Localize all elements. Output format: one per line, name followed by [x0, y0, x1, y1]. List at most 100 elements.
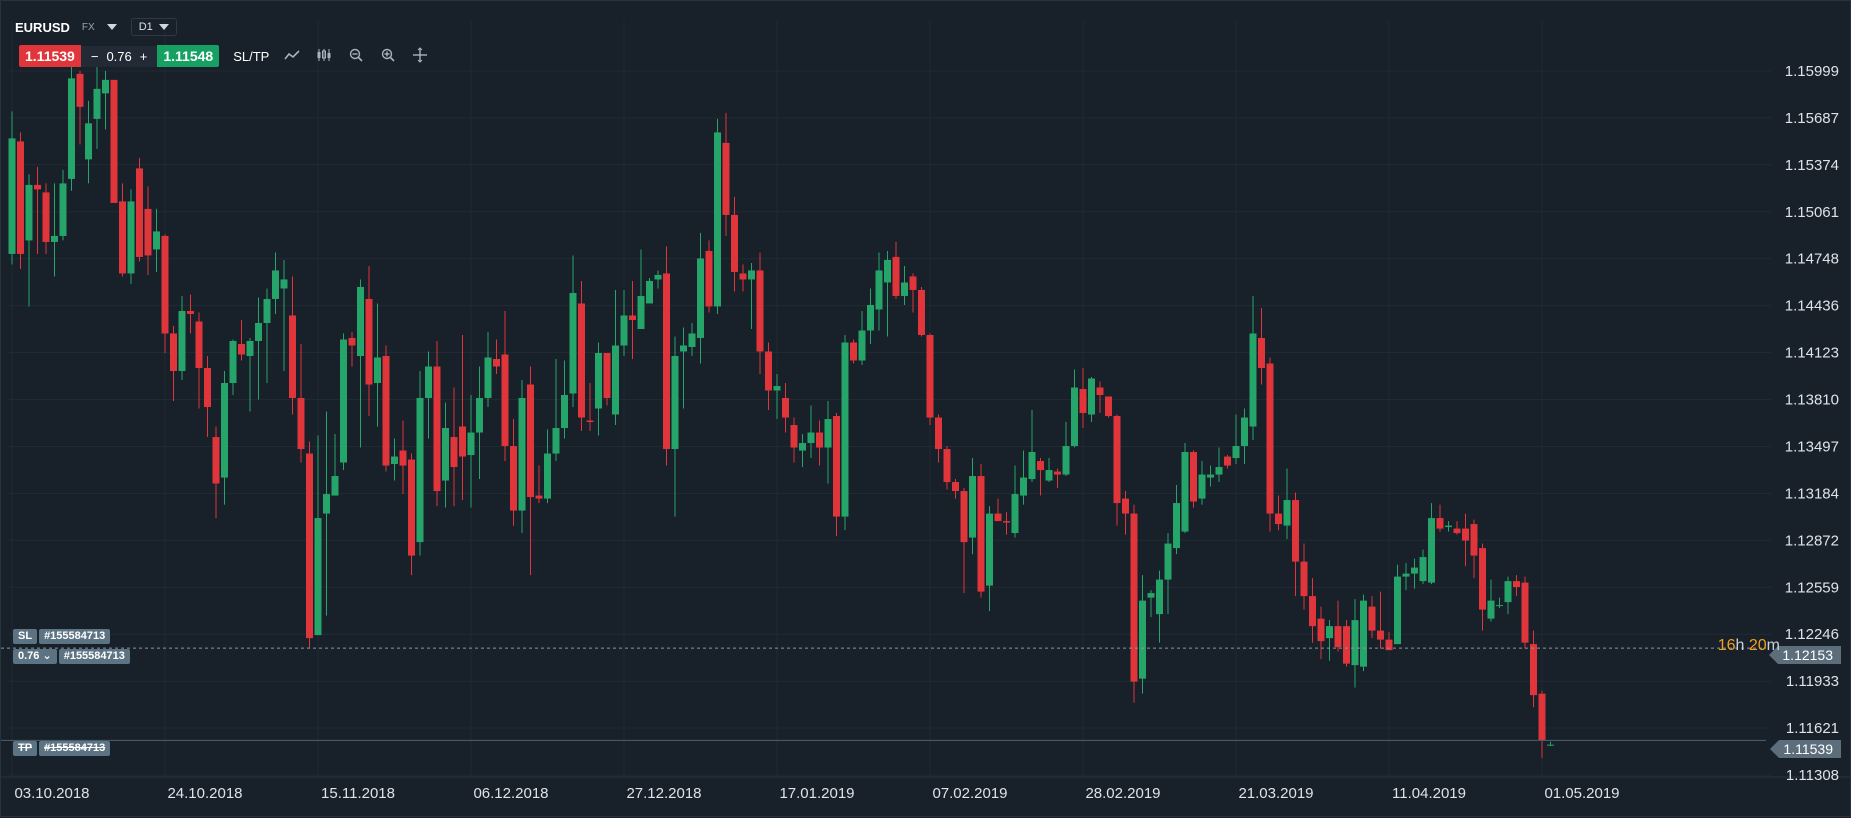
- candle: [1249, 333, 1257, 427]
- candle: [229, 340, 237, 384]
- candle: [153, 231, 160, 250]
- tp-label[interactable]: TP: [13, 741, 38, 756]
- candle: [1513, 581, 1520, 588]
- candle: [433, 366, 441, 492]
- candle: [467, 432, 475, 456]
- candle: [416, 398, 424, 543]
- candle: [671, 355, 679, 450]
- candle: [297, 398, 305, 450]
- zoom-out-icon[interactable]: [347, 48, 365, 65]
- candle: [110, 79, 118, 203]
- candle: [1462, 528, 1469, 541]
- candle: [425, 366, 432, 399]
- candle: [535, 495, 543, 499]
- candle: [850, 342, 857, 361]
- candle: [476, 398, 483, 433]
- candle: [1326, 626, 1333, 639]
- y-tick-label: 1.13810: [1785, 392, 1839, 409]
- line-chart-icon[interactable]: [283, 48, 301, 64]
- candle: [705, 250, 713, 307]
- candle: [1062, 446, 1070, 475]
- candle: [858, 330, 866, 361]
- x-tick-label: 11.04.2019: [1392, 785, 1466, 802]
- candle: [867, 304, 874, 331]
- candle: [340, 339, 347, 463]
- lot-value[interactable]: 0.76: [106, 48, 132, 64]
- candle: [654, 274, 662, 280]
- crosshair-icon[interactable]: [411, 46, 429, 66]
- chevron-down-icon: ⌄: [42, 650, 52, 662]
- x-tick-label: 06.12.2018: [473, 785, 548, 802]
- candle: [1020, 477, 1027, 496]
- sell-button[interactable]: 1.11539: [19, 45, 81, 67]
- candle: [926, 334, 934, 418]
- lot-plus-button[interactable]: +: [139, 48, 148, 64]
- tp-order-id: #155584713: [39, 741, 111, 756]
- candle: [442, 428, 449, 481]
- candle: [833, 416, 840, 517]
- candle: [289, 315, 296, 399]
- timeframe-select[interactable]: D1: [130, 18, 177, 36]
- candle: [637, 295, 645, 329]
- candle: [1436, 518, 1444, 529]
- candle: [901, 282, 908, 296]
- candle: [1113, 416, 1121, 504]
- candle: [748, 270, 755, 280]
- candle: [1445, 525, 1452, 528]
- candle: [697, 258, 704, 338]
- candle: [34, 184, 41, 190]
- candle: [799, 443, 806, 451]
- candle: [170, 333, 177, 371]
- y-tick-label: 1.12872: [1785, 532, 1839, 549]
- candle: [952, 482, 959, 492]
- candle: [1071, 387, 1078, 447]
- candle: [527, 384, 534, 498]
- candle: [960, 491, 968, 543]
- candle: [484, 357, 492, 399]
- sl-label[interactable]: SL: [13, 629, 38, 644]
- candle: [391, 456, 398, 465]
- candle: [909, 276, 917, 290]
- candle: [1428, 518, 1435, 583]
- candle: [1147, 593, 1155, 598]
- candle: [365, 298, 373, 385]
- lot-minus-button[interactable]: −: [90, 48, 99, 64]
- candle: [493, 358, 500, 367]
- candle: [119, 201, 126, 274]
- candle: [59, 183, 67, 236]
- zoom-in-icon[interactable]: [379, 48, 397, 65]
- candle: [603, 352, 611, 399]
- take-profit-tag[interactable]: TP #155584713: [13, 741, 111, 756]
- candle: [1224, 456, 1231, 466]
- candle: [93, 88, 101, 119]
- candle: [629, 315, 636, 320]
- candle: [1241, 417, 1248, 447]
- candle: [1504, 581, 1512, 603]
- chevron-down-icon: [158, 24, 169, 30]
- candle: [1105, 396, 1112, 417]
- lot-stepper[interactable]: − 0.76 +: [80, 45, 158, 67]
- candle: [136, 168, 143, 257]
- candles-icon[interactable]: [315, 48, 333, 65]
- sltp-button[interactable]: SL/TP: [233, 48, 270, 64]
- candle: [969, 476, 976, 538]
- candle: [1122, 498, 1129, 514]
- candle: [408, 459, 415, 556]
- candle: [892, 256, 900, 296]
- candle: [331, 476, 339, 496]
- buy-button[interactable]: 1.11548: [157, 45, 220, 67]
- symbol-dropdown-icon[interactable]: [106, 24, 117, 30]
- candle: [1402, 573, 1410, 577]
- candle: [382, 355, 390, 466]
- candle: [1037, 461, 1044, 471]
- position-lot[interactable]: 0.76 ⌄: [13, 649, 57, 664]
- stop-loss-tag[interactable]: SL #155584713: [13, 629, 111, 644]
- position-tag[interactable]: 0.76 ⌄ #155584713: [13, 649, 130, 664]
- candle: [1003, 521, 1010, 523]
- candle: [204, 367, 211, 408]
- y-tick-label: 1.12559: [1785, 579, 1839, 596]
- x-tick-label: 24.10.2018: [167, 785, 242, 802]
- candle: [195, 321, 203, 368]
